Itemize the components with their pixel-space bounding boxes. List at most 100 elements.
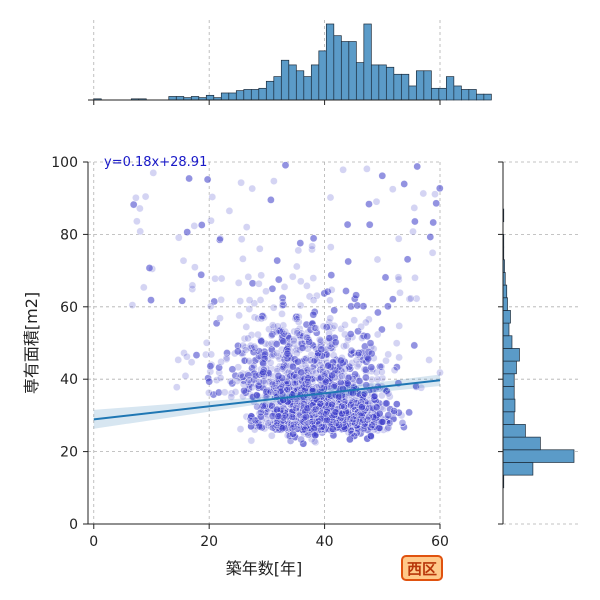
scatter-point	[384, 411, 393, 420]
scatter-point	[382, 399, 391, 408]
scatter-point	[172, 383, 181, 392]
scatter-point	[342, 287, 350, 295]
scatter-point	[296, 239, 305, 247]
scatter-point	[381, 273, 390, 282]
scatter-point	[133, 217, 141, 226]
scatter-point	[233, 347, 242, 356]
regression-equation: y=0.18x+28.91	[104, 155, 207, 170]
scatter-point	[344, 257, 353, 266]
scatter-point	[251, 371, 260, 380]
scatter-point	[233, 377, 242, 385]
scatter-point	[312, 368, 320, 377]
scatter-point	[240, 386, 248, 395]
top-hist-bar	[408, 85, 417, 101]
scatter-point	[337, 356, 345, 365]
scatter-point	[347, 400, 355, 409]
scatter-point	[274, 275, 283, 284]
scatter-point	[188, 281, 197, 290]
scatter-point	[248, 279, 257, 288]
scatter-point	[405, 408, 413, 417]
scatter-point	[269, 303, 278, 312]
scatter-point	[291, 379, 299, 388]
top-hist-bar	[310, 64, 320, 101]
top-hist-bar	[340, 41, 350, 101]
scatter-point	[315, 420, 323, 429]
scatter-point	[272, 340, 281, 348]
top-hist-bar	[453, 85, 462, 101]
x-tick-label: 60	[431, 534, 449, 550]
top-hist-bar	[168, 96, 177, 101]
scatter-point	[257, 314, 266, 323]
scatter-point	[296, 301, 305, 310]
scatter-point	[256, 296, 265, 304]
scatter-point	[226, 377, 235, 386]
right-hist-bar	[502, 411, 515, 425]
scatter-point	[205, 388, 213, 397]
scatter-point	[390, 407, 399, 415]
scatter-point	[350, 316, 359, 325]
scatter-point	[389, 295, 397, 304]
scatter-point	[392, 339, 401, 348]
scatter-point	[294, 246, 303, 255]
scatter-point	[340, 403, 348, 411]
scatter-point	[239, 255, 247, 263]
scatter-point	[330, 321, 339, 330]
scatter-point	[325, 334, 334, 343]
region-badge: 西区	[401, 555, 443, 581]
scatter-point	[255, 422, 264, 431]
top-hist-bar	[220, 92, 230, 101]
scatter-point	[255, 378, 264, 386]
scatter-point	[267, 431, 276, 440]
scatter-point	[255, 244, 264, 253]
scatter-points	[128, 161, 444, 448]
y-tick-label: 20	[60, 445, 78, 461]
right-hist-bar	[502, 284, 508, 299]
scatter-point	[302, 354, 311, 363]
top-hist-bar	[400, 73, 410, 101]
scatter-point	[331, 338, 340, 347]
scatter-point	[220, 388, 229, 397]
scatter-point	[183, 352, 191, 361]
scatter-point	[373, 330, 382, 339]
scatter-point	[197, 221, 206, 229]
scatter-point	[250, 342, 259, 351]
scatter-point	[410, 204, 419, 212]
scatter-point	[309, 296, 318, 304]
scatter-point	[409, 227, 417, 236]
x-tick-label: 0	[89, 534, 98, 550]
scatter-point	[349, 415, 358, 424]
scatter-point	[355, 377, 364, 385]
scatter-point	[257, 337, 266, 346]
scatter-point	[370, 392, 379, 400]
scatter-point	[207, 350, 215, 359]
scatter-point	[270, 177, 278, 185]
scatter-point	[328, 371, 336, 380]
scatter-point	[132, 193, 140, 202]
top-hist-bar	[355, 62, 365, 101]
scatter-point	[308, 242, 316, 250]
top-hist-bar	[190, 96, 200, 101]
scatter-point	[364, 354, 373, 363]
scatter-point	[362, 373, 370, 382]
scatter-point	[326, 243, 335, 251]
top-hist-bar	[258, 87, 267, 101]
scatter-point	[225, 207, 234, 215]
scatter-point	[326, 296, 334, 305]
top-hist-bar	[288, 64, 297, 101]
top-hist-bar	[476, 93, 485, 101]
scatter-point	[290, 336, 298, 345]
right-hist-bar	[502, 373, 515, 387]
scatter-point	[327, 271, 336, 279]
right-hist-bar	[502, 360, 517, 375]
scatter-point	[395, 322, 404, 330]
scatter-point	[236, 425, 245, 433]
scatter-point	[216, 374, 225, 382]
scatter-point	[372, 197, 381, 206]
top-hist-bar	[363, 23, 372, 101]
top-hist-bar	[445, 76, 455, 101]
top-hist-bar	[468, 89, 477, 101]
scatter-point	[326, 314, 335, 323]
top-hist-bar	[483, 93, 492, 101]
scatter-point	[174, 356, 182, 364]
scatter-point	[272, 421, 281, 430]
